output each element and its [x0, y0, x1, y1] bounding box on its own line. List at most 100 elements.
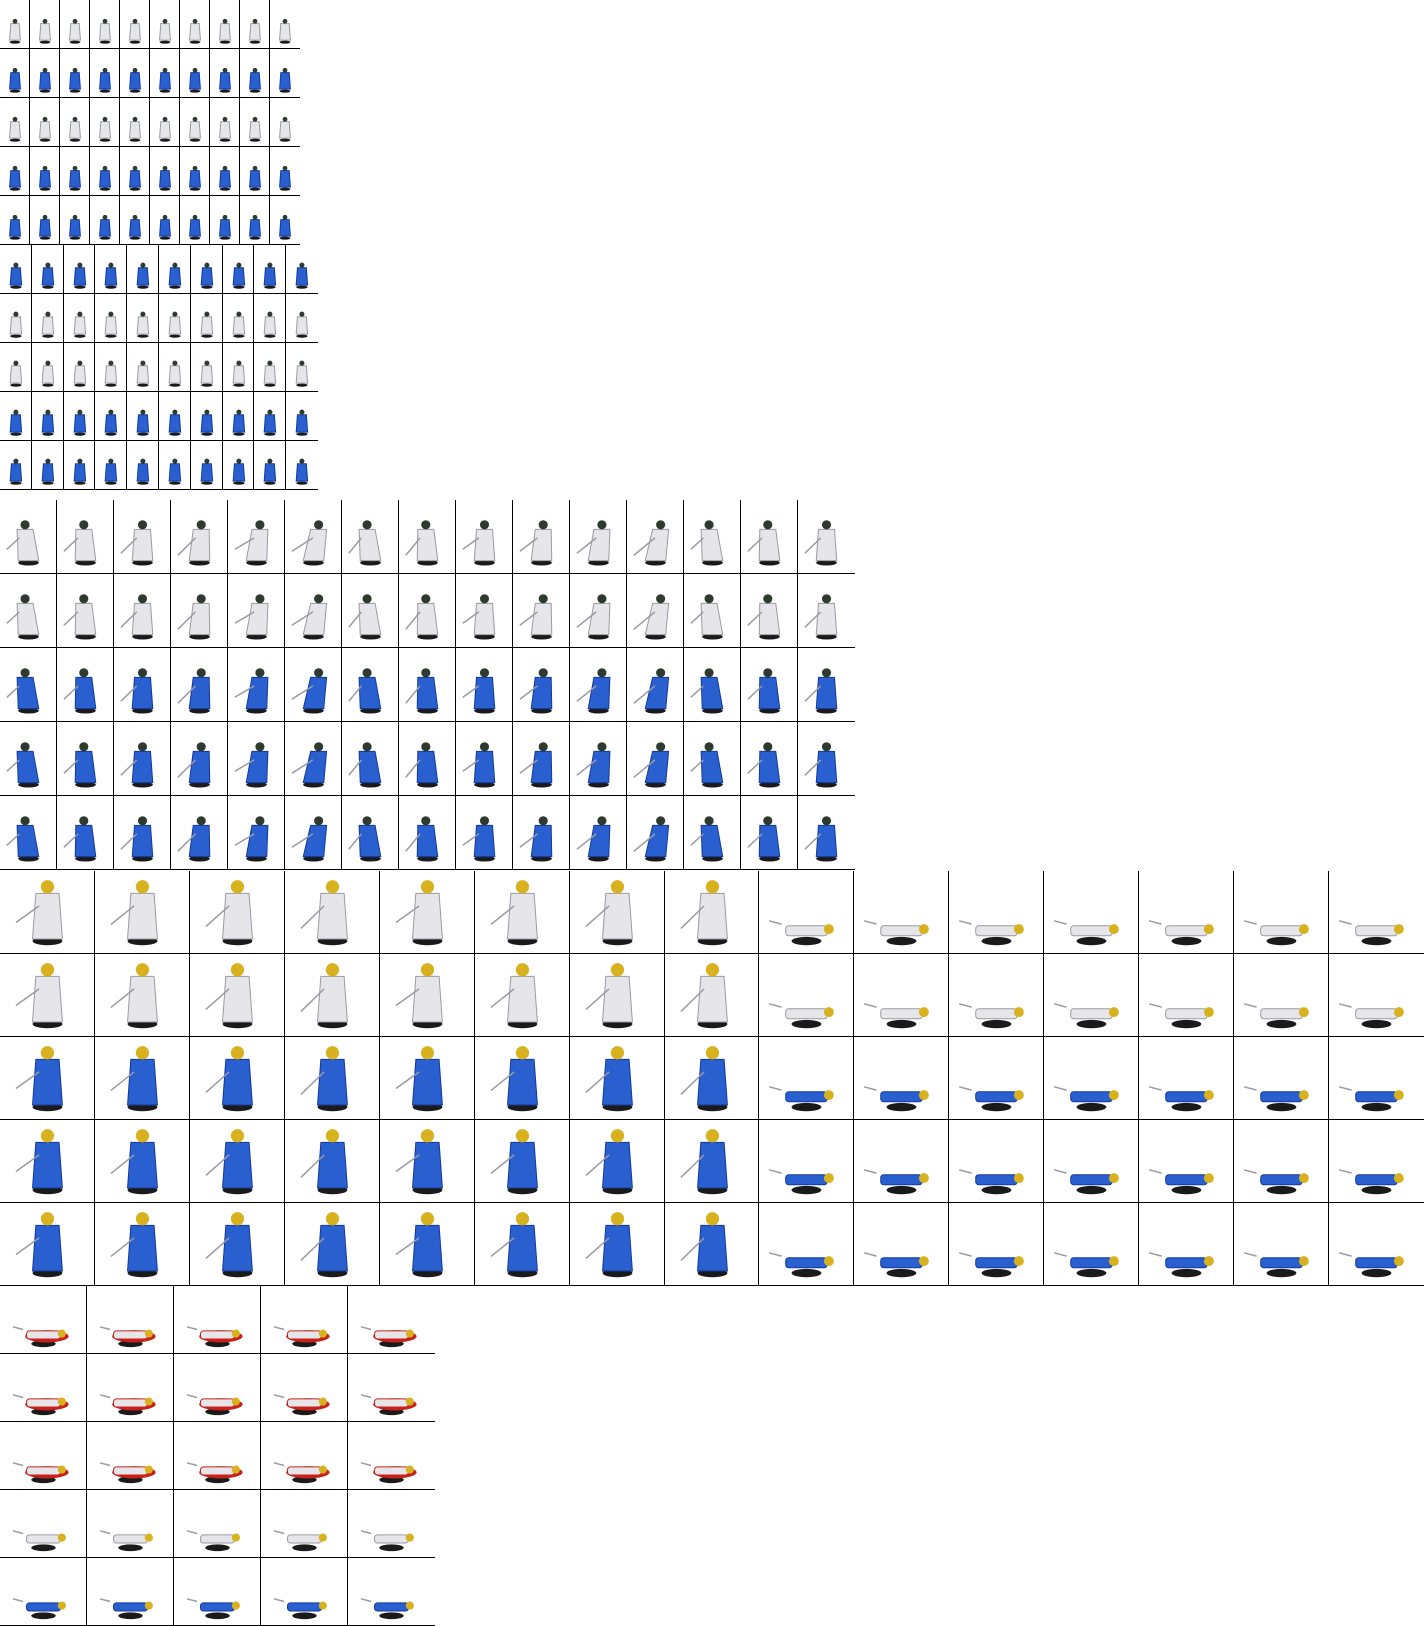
character-sprite-icon — [73, 311, 86, 338]
sprite-frame — [31, 294, 64, 343]
character-sprite-icon — [205, 880, 253, 946]
sprite-frame — [627, 648, 684, 722]
sprite-frame — [174, 1490, 261, 1558]
sprite-frame — [190, 294, 223, 343]
character-sprite-icon — [168, 311, 182, 338]
character-sprite-icon — [232, 458, 245, 485]
character-sprite-icon — [633, 816, 670, 862]
character-sprite-icon — [6, 816, 40, 862]
character-sprite-icon — [633, 520, 670, 566]
sprite-frame — [270, 49, 300, 98]
sprite-frame — [0, 1120, 95, 1203]
sprite-frame — [180, 98, 210, 147]
character-sprite-icon — [39, 67, 51, 93]
sprite-frame — [474, 1203, 570, 1286]
character-sprite-icon — [360, 1462, 417, 1484]
character-sprite-icon — [295, 458, 309, 485]
sprite-frame — [150, 196, 180, 245]
sprite-frame — [261, 1354, 348, 1422]
sprite-frame — [114, 722, 171, 796]
character-sprite-icon — [99, 18, 111, 44]
character-sprite-icon — [200, 262, 213, 289]
character-sprite-icon — [804, 742, 838, 788]
sprite-frame — [379, 1203, 475, 1286]
sprite-frame — [0, 343, 32, 392]
sprite-frame — [456, 500, 513, 574]
character-sprite-icon — [585, 963, 633, 1029]
character-sprite-icon — [576, 594, 611, 640]
character-sprite-icon — [177, 520, 211, 566]
sprite-frame — [254, 294, 287, 343]
sprite-frame — [228, 500, 285, 574]
character-sprite-icon — [405, 520, 439, 566]
character-sprite-icon — [159, 116, 171, 142]
sprite-frame — [348, 1422, 435, 1490]
character-sprite-icon — [168, 458, 182, 485]
sprite-frame — [399, 796, 456, 870]
character-sprite-icon — [9, 18, 21, 44]
sprite-frame — [513, 648, 570, 722]
character-sprite-icon — [279, 165, 291, 191]
character-sprite-icon — [120, 742, 154, 788]
sprite-frame — [570, 648, 627, 722]
character-sprite-icon — [519, 816, 553, 862]
sprite-frame — [854, 1037, 950, 1120]
character-sprite-icon — [769, 1086, 835, 1112]
sprite-frame — [456, 574, 513, 648]
sprite-frame — [348, 1490, 435, 1558]
sprite-frame — [854, 1203, 950, 1286]
character-sprite-icon — [360, 1530, 414, 1552]
character-sprite-icon — [405, 742, 439, 788]
sprite-frame — [90, 49, 120, 98]
sprite-frame — [379, 1037, 475, 1120]
character-sprite-icon — [462, 816, 496, 862]
sprite-frame — [94, 871, 190, 954]
character-sprite-icon — [9, 409, 23, 436]
character-sprite-icon — [1054, 1086, 1120, 1112]
character-sprite-icon — [105, 262, 118, 289]
sprite-frame — [95, 245, 128, 294]
sprite-frame — [285, 796, 342, 870]
character-sprite-icon — [6, 594, 40, 640]
character-sprite-icon — [39, 165, 51, 191]
sprite-frame — [664, 871, 760, 954]
character-sprite-icon — [395, 963, 443, 1029]
sprite-frame — [30, 49, 60, 98]
character-sprite-icon — [295, 262, 309, 289]
sprite-frame — [63, 343, 96, 392]
sprite-frame — [569, 1203, 665, 1286]
sprite-frame — [627, 500, 684, 574]
character-sprite-icon — [273, 1462, 330, 1484]
sprite-frame — [285, 500, 342, 574]
character-sprite-icon — [69, 165, 81, 191]
sprite-frame — [222, 441, 255, 490]
character-sprite-icon — [232, 360, 245, 387]
character-sprite-icon — [219, 165, 231, 191]
sprite-frame — [1044, 1037, 1140, 1120]
character-sprite-icon — [15, 963, 63, 1029]
sprite-frame — [261, 1422, 348, 1490]
sprite-frame — [57, 648, 114, 722]
sprite-frame — [513, 574, 570, 648]
sprite-frame — [286, 441, 318, 490]
sprite-frame — [190, 343, 223, 392]
sprite-frame — [664, 1203, 760, 1286]
sprite-frame — [270, 98, 300, 147]
character-sprite-icon — [186, 1530, 240, 1552]
sprite-frame — [120, 0, 150, 49]
character-sprite-icon — [234, 594, 269, 640]
character-sprite-icon — [279, 214, 291, 240]
character-sprite-icon — [769, 1169, 835, 1195]
sprite-frame — [87, 1422, 174, 1490]
sprite-frame — [171, 500, 228, 574]
sprite-frame — [87, 1490, 174, 1558]
character-sprite-icon — [200, 409, 213, 436]
sprite-frame — [0, 796, 57, 870]
character-sprite-icon — [1338, 1086, 1404, 1112]
character-sprite-icon — [99, 1530, 153, 1552]
character-sprite-icon — [295, 311, 309, 338]
sprite-frame — [570, 722, 627, 796]
sprite-frame — [210, 196, 240, 245]
character-sprite-icon — [395, 1212, 443, 1278]
character-sprite-icon — [804, 594, 838, 640]
